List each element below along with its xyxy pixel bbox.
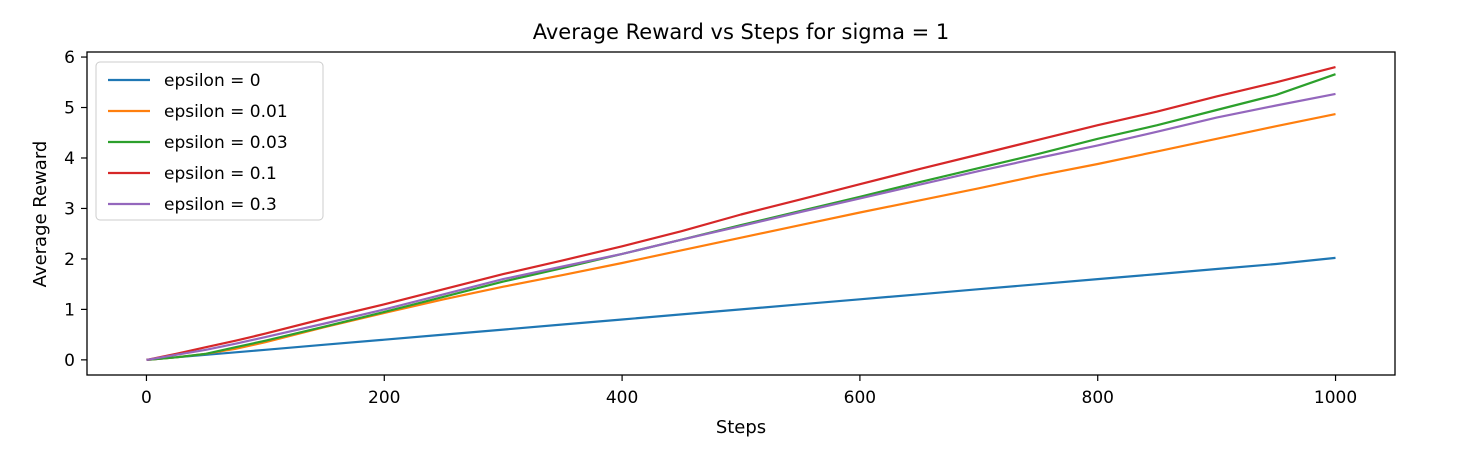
series-line-0 bbox=[146, 256, 1336, 361]
series-line-2 bbox=[146, 73, 1336, 361]
series-line-4 bbox=[146, 92, 1336, 361]
legend-label-0: epsilon = 0 bbox=[164, 71, 261, 91]
y-axis-label: Average Reward bbox=[30, 141, 51, 288]
legend-label-2: epsilon = 0.03 bbox=[164, 133, 288, 153]
y-tick-label: 1 bbox=[64, 300, 75, 320]
x-tick-label: 800 bbox=[1082, 388, 1114, 408]
y-tick-label: 3 bbox=[64, 199, 75, 219]
x-tick-label: 0 bbox=[141, 388, 152, 408]
plot-frame bbox=[86, 51, 1396, 376]
chart-title: Average Reward vs Steps for sigma = 1 bbox=[533, 20, 950, 44]
x-tick-label: 600 bbox=[844, 388, 876, 408]
y-tick-label: 0 bbox=[64, 351, 75, 371]
x-tick-label: 1000 bbox=[1314, 388, 1357, 408]
legend-label-4: epsilon = 0.3 bbox=[164, 195, 277, 215]
series-line-1 bbox=[146, 113, 1336, 361]
legend-label-3: epsilon = 0.1 bbox=[164, 164, 277, 184]
y-tick-label: 6 bbox=[64, 48, 75, 68]
legend: epsilon = 0 epsilon = 0.01 epsilon = 0.03 e… bbox=[95, 61, 324, 221]
x-axis: 0 200 400 600 800 1000 bbox=[141, 375, 1357, 408]
y-tick-label: 4 bbox=[64, 149, 75, 169]
y-tick-label: 2 bbox=[64, 250, 75, 270]
x-tick-label: 400 bbox=[606, 388, 638, 408]
series-line-3 bbox=[146, 66, 1336, 361]
x-tick-label: 200 bbox=[368, 388, 400, 408]
legend-box bbox=[95, 61, 324, 221]
plot-lines bbox=[146, 66, 1336, 361]
y-tick-label: 5 bbox=[64, 99, 75, 119]
legend-label-1: epsilon = 0.01 bbox=[164, 102, 288, 122]
x-axis-label: Steps bbox=[716, 417, 766, 438]
y-axis: 0 1 2 3 4 5 6 bbox=[64, 48, 87, 371]
